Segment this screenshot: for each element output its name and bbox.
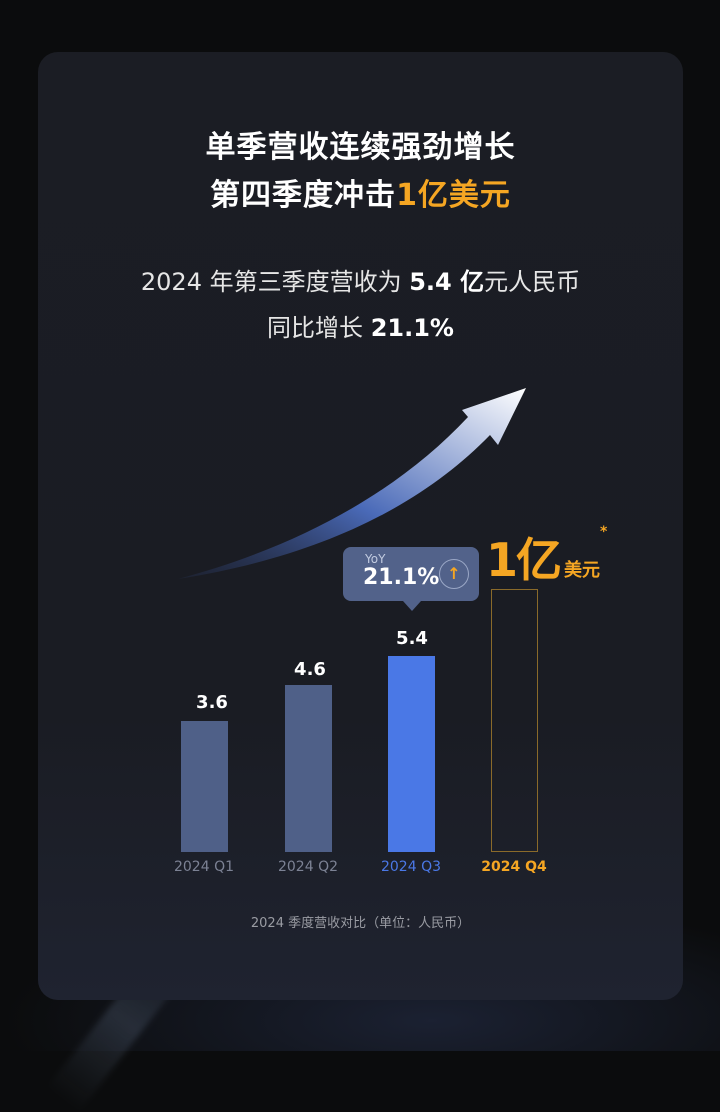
bar-value-q3: 5.4: [396, 628, 428, 649]
subheadline-line-2: 同比增长 21.1%: [38, 308, 683, 343]
subheadline-text: 2024 年第三季度营收为: [140, 268, 410, 296]
growth-value: 21.1%: [370, 314, 454, 342]
bar-label-q1: 2024 Q1: [173, 859, 234, 875]
bar-q3: [388, 656, 435, 852]
subheadline-unit: 元人民币: [484, 268, 581, 296]
bar-label-q4: 2024 Q4: [481, 859, 547, 875]
headline-line-2-prefix: 第四季度冲击: [210, 178, 397, 213]
bar-q1: [181, 721, 228, 852]
revenue-value: 5.4 亿: [409, 268, 485, 296]
bar-label-q2: 2024 Q2: [277, 859, 338, 875]
yoy-value: 21.1%: [363, 565, 440, 590]
yoy-tooltip: YoY 21.1% ↑: [343, 547, 479, 611]
headline-line-1: 单季营收连续强劲增长: [205, 130, 516, 165]
target-number: 1亿: [486, 533, 562, 587]
subheadline-line-1: 2024 年第三季度营收为 5.4 亿元人民币: [38, 262, 683, 297]
arrow-up-icon: ↑: [439, 559, 469, 589]
q4-target-label: 1亿 美元 *: [486, 524, 607, 590]
infographic-card: 单季营收连续强劲增长 第四季度冲击1亿美元 2024 年第三季度营收为 5.4 …: [38, 52, 683, 1000]
growth-arrow-icon: [178, 388, 526, 579]
chart-caption: 2024 季度营收对比（单位：人民币）: [250, 916, 471, 931]
growth-text: 同比增长: [267, 314, 371, 342]
yoy-label: YoY: [365, 552, 386, 566]
bar-label-q3: 2024 Q3: [380, 859, 441, 875]
headline-line-2: 第四季度冲击1亿美元: [38, 170, 683, 214]
target-footnote-mark: *: [600, 524, 608, 540]
bar-value-q1: 3.6: [196, 692, 228, 713]
target-unit: 美元: [564, 560, 601, 581]
bar-value-q2: 4.6: [294, 659, 326, 680]
headline-accent: 1亿美元: [396, 178, 511, 213]
bar-q4-target: [491, 589, 538, 852]
bar-q2: [285, 685, 332, 852]
